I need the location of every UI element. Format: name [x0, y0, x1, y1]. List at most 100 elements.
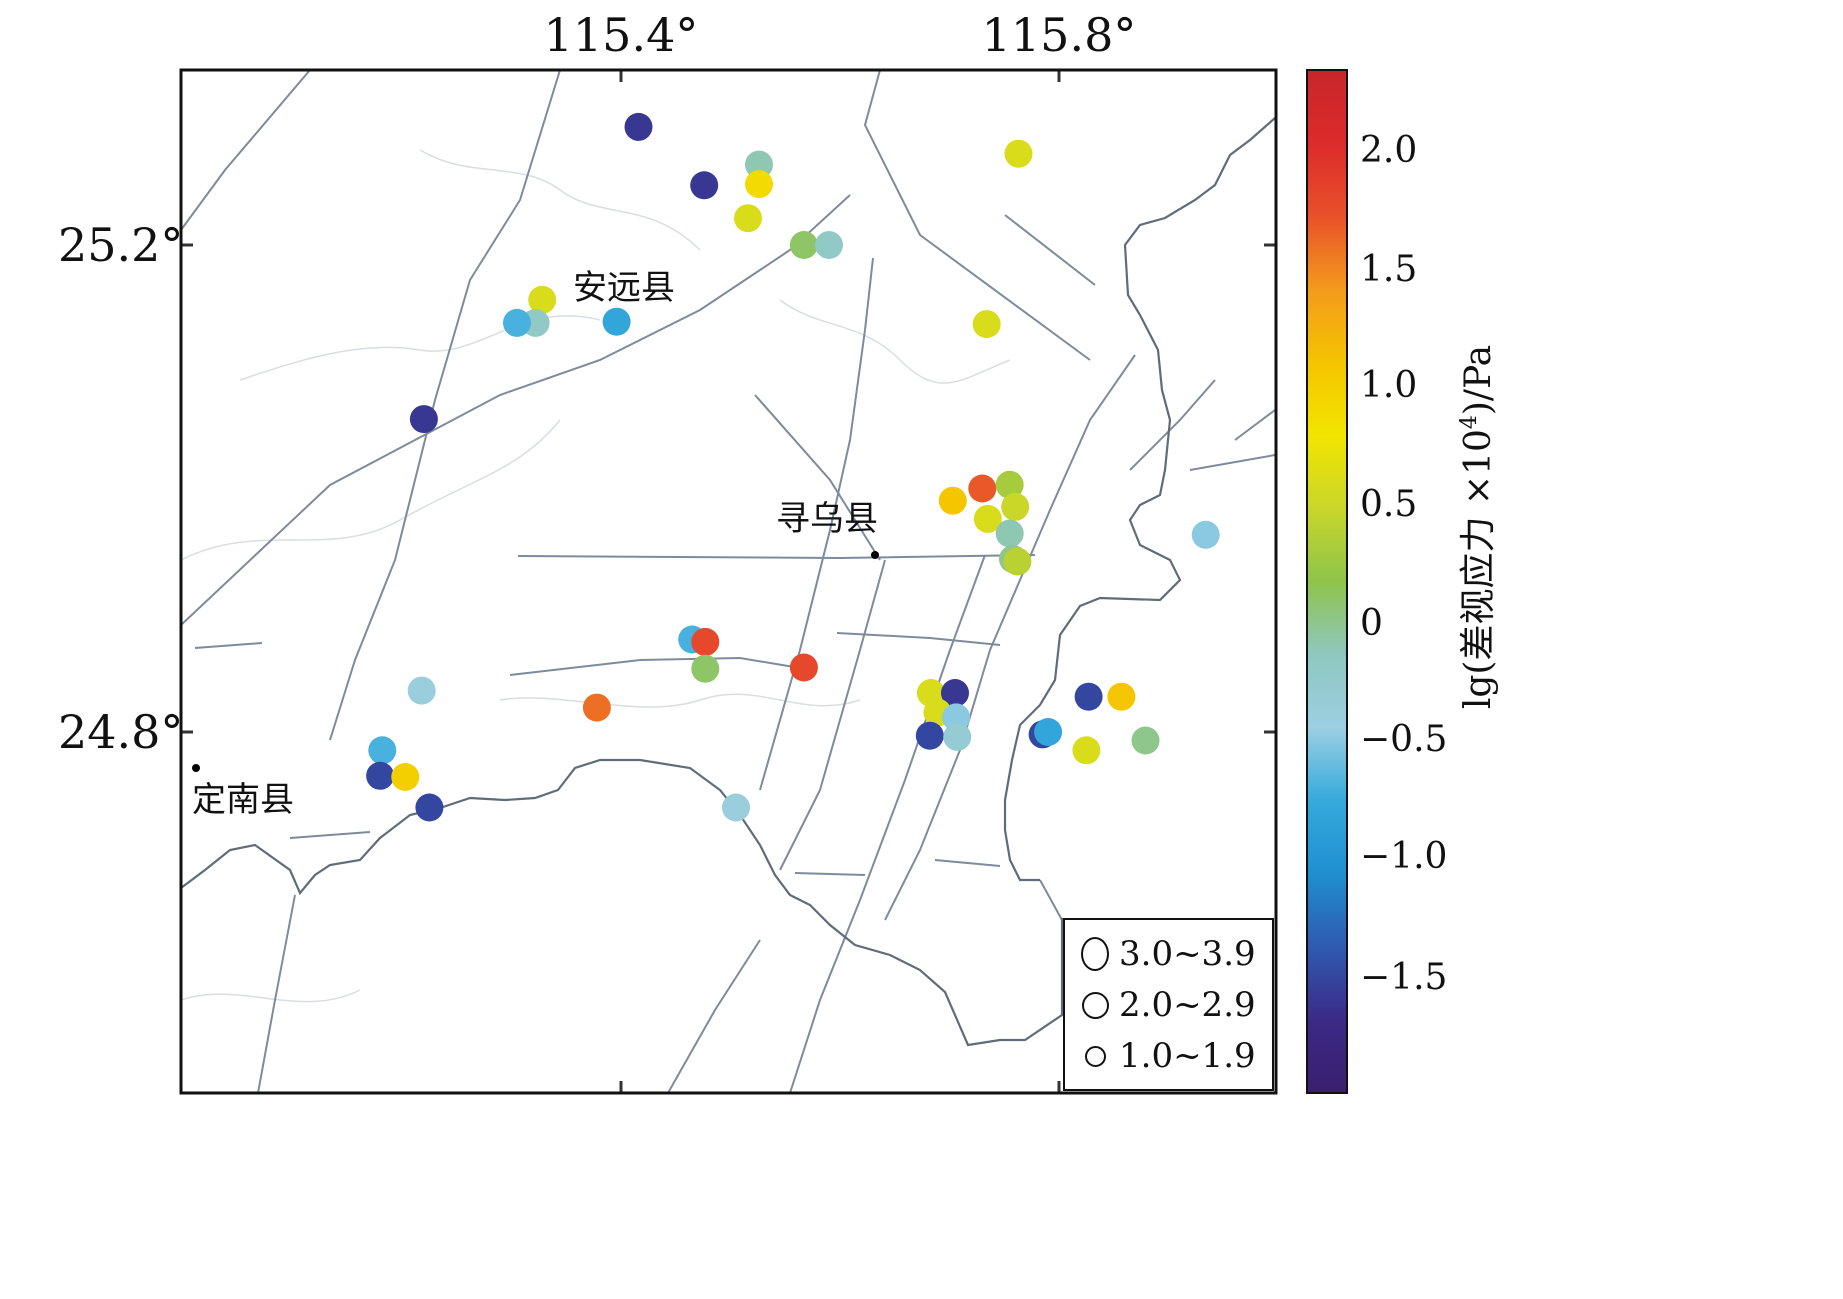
event-marker	[391, 763, 420, 791]
event-marker	[366, 761, 395, 790]
fault-line	[1234, 409, 1276, 441]
fault-line	[667, 939, 761, 1093]
event-marker	[503, 308, 531, 337]
town-label-anyuan: 安远县	[573, 268, 675, 308]
event-marker	[745, 150, 773, 179]
fault-line	[289, 831, 371, 839]
event-marker	[368, 736, 397, 765]
event-marker	[745, 170, 773, 199]
fault-line	[329, 70, 561, 741]
event-marker	[938, 486, 967, 515]
fault-line	[181, 194, 851, 626]
legend-item: 1.0~1.9	[1081, 1036, 1256, 1076]
event-marker	[582, 693, 611, 722]
fault-line	[257, 894, 296, 1093]
event-marker	[1004, 139, 1033, 168]
event-marker	[995, 519, 1024, 548]
fault-line	[509, 656, 801, 676]
event-marker	[1001, 492, 1030, 521]
event-marker	[789, 653, 818, 682]
fault-line	[779, 559, 886, 871]
lon-tick-label-1: 115.4°	[543, 8, 699, 62]
fault-lines	[181, 70, 1276, 1093]
event-marker	[415, 793, 444, 822]
colorbar-tick-label: −1.0	[1360, 836, 1448, 877]
event-marker	[943, 722, 972, 751]
colorbar-tick-label: 2.0	[1360, 130, 1418, 171]
circle-icon	[1081, 937, 1109, 971]
lat-tick-label-1: 25.2°	[58, 218, 184, 272]
town-label-xunwu: 寻乌县	[776, 499, 878, 539]
faint-boundaries	[181, 149, 1011, 1003]
colorbar	[1306, 69, 1348, 1094]
event-marker	[815, 231, 843, 259]
event-marker	[915, 721, 944, 750]
legend-label: 1.0~1.9	[1119, 1036, 1256, 1076]
event-marker	[995, 470, 1024, 499]
event-marker	[691, 654, 720, 683]
fault-line	[1004, 214, 1096, 286]
event-markers	[366, 112, 1220, 822]
event-marker	[973, 504, 1002, 533]
fault-line	[934, 859, 1001, 867]
event-marker	[409, 405, 438, 434]
circle-icon	[1081, 991, 1109, 1019]
legend-item: 3.0~3.9	[1081, 934, 1256, 974]
town-markers	[192, 551, 879, 772]
lat-tick-label-2: 24.8°	[58, 705, 184, 759]
event-marker	[968, 474, 997, 503]
town-dot-dingnan	[192, 764, 200, 772]
colorbar-tick-label: 0	[1360, 603, 1383, 644]
legend-item: 2.0~2.9	[1081, 985, 1256, 1025]
event-marker	[1072, 736, 1101, 765]
fault-line	[789, 554, 986, 1093]
event-marker	[691, 627, 720, 656]
event-marker	[1074, 682, 1103, 711]
colorbar-tick-label: −0.5	[1360, 719, 1448, 760]
province-border	[181, 117, 1276, 1047]
magnitude-legend: 3.0~3.9 2.0~2.9 1.0~1.9	[1063, 918, 1274, 1091]
lon-tick-label-2: 115.8°	[981, 8, 1137, 62]
event-marker	[722, 793, 750, 822]
fault-line	[1039, 879, 1063, 921]
event-marker	[972, 310, 1001, 339]
event-marker	[1034, 718, 1063, 746]
event-marker	[789, 231, 818, 259]
event-marker	[624, 112, 653, 141]
town-label-dingnan: 定南县	[192, 780, 294, 820]
colorbar-gradient	[1306, 69, 1348, 1094]
fault-line	[754, 394, 881, 561]
legend-label: 3.0~3.9	[1119, 934, 1256, 974]
event-marker	[1191, 520, 1220, 549]
map-panel	[179, 68, 1278, 1095]
fault-line	[836, 632, 1001, 646]
event-marker	[407, 676, 436, 705]
map-frame	[179, 68, 1278, 1095]
event-marker	[528, 285, 557, 314]
event-marker	[734, 204, 762, 233]
fault-line	[1129, 379, 1216, 471]
legend-label: 2.0~2.9	[1119, 985, 1256, 1025]
fault-line	[517, 554, 1036, 560]
colorbar-label: lg(差视应力 ×104)/Pa	[1457, 344, 1499, 710]
colorbar-tick-label: 0.5	[1360, 484, 1418, 525]
event-marker	[1003, 547, 1032, 576]
colorbar-tick-label: −1.5	[1360, 957, 1448, 998]
event-marker	[1131, 726, 1160, 755]
fault-line	[794, 872, 866, 876]
event-marker	[1107, 682, 1136, 711]
map-ticks	[181, 70, 1276, 1093]
fault-line	[194, 642, 263, 649]
event-marker	[602, 307, 631, 336]
fault-line	[863, 70, 1091, 361]
town-dot-xunwu	[871, 551, 879, 559]
fault-line	[1189, 454, 1276, 471]
fault-line	[884, 354, 1136, 921]
fault-line	[181, 70, 311, 231]
colorbar-tick-label: 1.0	[1360, 365, 1418, 406]
map-figure	[179, 68, 1348, 1095]
event-marker	[941, 679, 969, 707]
circle-icon	[1084, 1045, 1106, 1067]
event-marker	[690, 171, 719, 200]
colorbar-tick-label: 1.5	[1360, 249, 1418, 290]
